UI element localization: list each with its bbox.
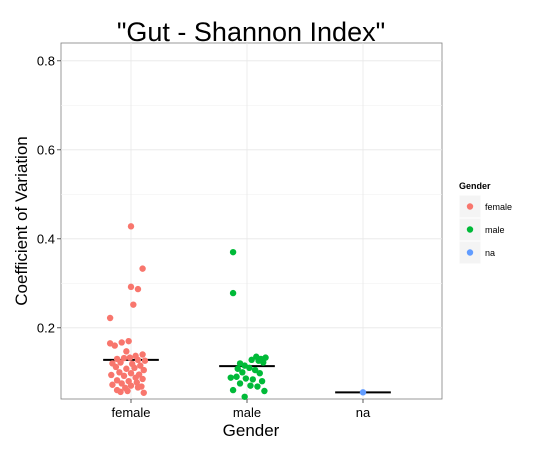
data-point-female	[111, 342, 118, 349]
data-point-female	[131, 364, 138, 372]
x-axis-title: Gender	[223, 421, 280, 440]
legend-title: Gender	[459, 181, 491, 191]
legend-key-female	[466, 203, 474, 210]
legend-key-male	[466, 226, 474, 233]
data-point-female	[117, 359, 124, 366]
data-point-female	[120, 354, 128, 362]
data-point-female	[127, 369, 135, 377]
legend: Gender female male na	[458, 181, 512, 265]
y-axis-title: Coefficient of Variation	[12, 136, 31, 305]
data-point-female	[125, 337, 132, 345]
x-tick-label: male	[233, 405, 261, 420]
data-point-female	[126, 354, 134, 361]
data-point-female	[123, 365, 130, 372]
data-point-male	[234, 365, 241, 372]
data-point-male	[239, 369, 246, 376]
x-tick-label: na	[356, 405, 371, 420]
chart-title: "Gut - Shannon Index"	[117, 17, 385, 47]
data-point-female	[134, 285, 142, 293]
data-point-female	[130, 301, 137, 308]
data-point-male	[246, 364, 253, 372]
x-axis: female male na	[111, 399, 371, 420]
data-point-male	[247, 382, 254, 389]
data-point-male	[248, 356, 255, 364]
legend-key-na	[466, 249, 474, 256]
data-point-male	[254, 383, 261, 390]
y-tick-label: 0.2	[37, 320, 55, 335]
data-point-male	[227, 374, 234, 381]
y-axis: 0.2 0.4 0.6 0.8	[37, 53, 61, 335]
data-point-female	[139, 351, 146, 358]
data-point-male	[242, 375, 250, 382]
data-point-female	[137, 362, 144, 369]
legend-label-na: na	[485, 248, 495, 258]
data-point-female	[112, 363, 120, 371]
data-point-male	[256, 369, 263, 377]
data-point-female	[140, 366, 147, 374]
data-point-male	[258, 378, 266, 385]
data-point-male	[229, 248, 237, 256]
plot-background	[60, 42, 443, 400]
data-point-female	[123, 348, 130, 355]
data-point-male	[229, 386, 237, 394]
data-point-female	[140, 389, 147, 396]
x-tick-label: female	[111, 405, 150, 420]
y-tick-label: 0.8	[37, 53, 55, 68]
data-point-female	[120, 372, 128, 380]
data-point-female	[132, 374, 139, 381]
legend-label-female: female	[485, 202, 512, 212]
data-point-female	[113, 377, 121, 384]
data-point-male	[260, 359, 267, 366]
data-point-female	[118, 380, 125, 387]
data-point-male	[261, 387, 268, 395]
data-point-female	[133, 379, 140, 386]
data-point-female	[139, 265, 146, 272]
data-point-male	[241, 393, 248, 400]
data-point-female	[117, 388, 124, 396]
data-point-female	[108, 371, 115, 379]
data-point-female	[127, 283, 135, 291]
data-point-female	[134, 356, 142, 364]
data-point-male	[249, 376, 256, 383]
data-point-male	[236, 380, 244, 387]
data-point-female	[106, 314, 114, 322]
data-point-male	[229, 289, 237, 297]
data-point-female	[134, 384, 142, 391]
data-point-female	[127, 223, 135, 230]
data-point-female	[116, 369, 123, 376]
data-point-female	[118, 339, 125, 346]
legend-label-male: male	[485, 225, 505, 235]
data-point-na	[359, 389, 367, 396]
data-point-male	[233, 373, 240, 380]
grid-lines	[61, 43, 442, 399]
data-point-female	[109, 381, 116, 388]
y-tick-label: 0.6	[37, 142, 55, 157]
y-tick-label: 0.4	[37, 231, 55, 246]
data-point-female	[139, 375, 146, 383]
data-point-male	[251, 366, 259, 374]
data-points	[106, 223, 367, 400]
data-point-female	[141, 357, 149, 364]
data-point-female	[124, 387, 131, 395]
data-point-female	[127, 382, 135, 389]
